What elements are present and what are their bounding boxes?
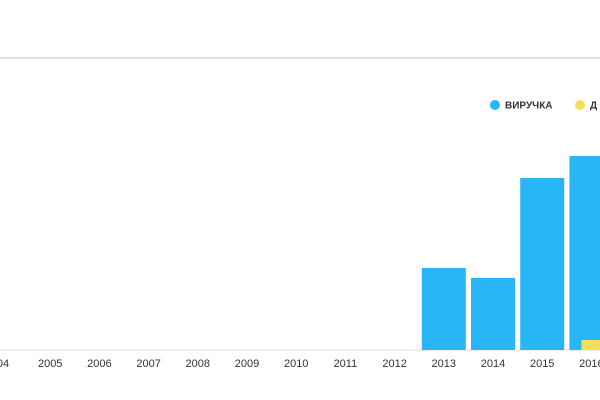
legend-label: Д xyxy=(590,101,597,112)
x-tick-label: 2014 xyxy=(481,358,505,370)
x-tick-label: 2012 xyxy=(382,358,406,370)
bar xyxy=(520,178,565,350)
bar xyxy=(421,268,466,350)
x-tick-label: 2011 xyxy=(334,358,358,370)
x-tick-label: 04 xyxy=(0,358,9,370)
x-tick-label: 2006 xyxy=(87,358,111,370)
x-tick-label: 2009 xyxy=(235,358,259,370)
x-tick-label: 2010 xyxy=(284,358,308,370)
x-tick-label: 2005 xyxy=(38,358,62,370)
legend-label: ВИРУЧКА xyxy=(505,101,553,112)
x-tick-label: 2008 xyxy=(186,358,210,370)
legend-marker xyxy=(490,100,500,110)
x-tick-label: 2013 xyxy=(432,358,456,370)
x-tick-label: 2016 xyxy=(579,358,600,370)
bar xyxy=(569,156,600,350)
x-tick-label: 2015 xyxy=(530,358,554,370)
bar xyxy=(581,340,600,350)
bar xyxy=(471,278,515,350)
x-tick-label: 2007 xyxy=(136,358,160,370)
legend-marker xyxy=(575,100,585,110)
